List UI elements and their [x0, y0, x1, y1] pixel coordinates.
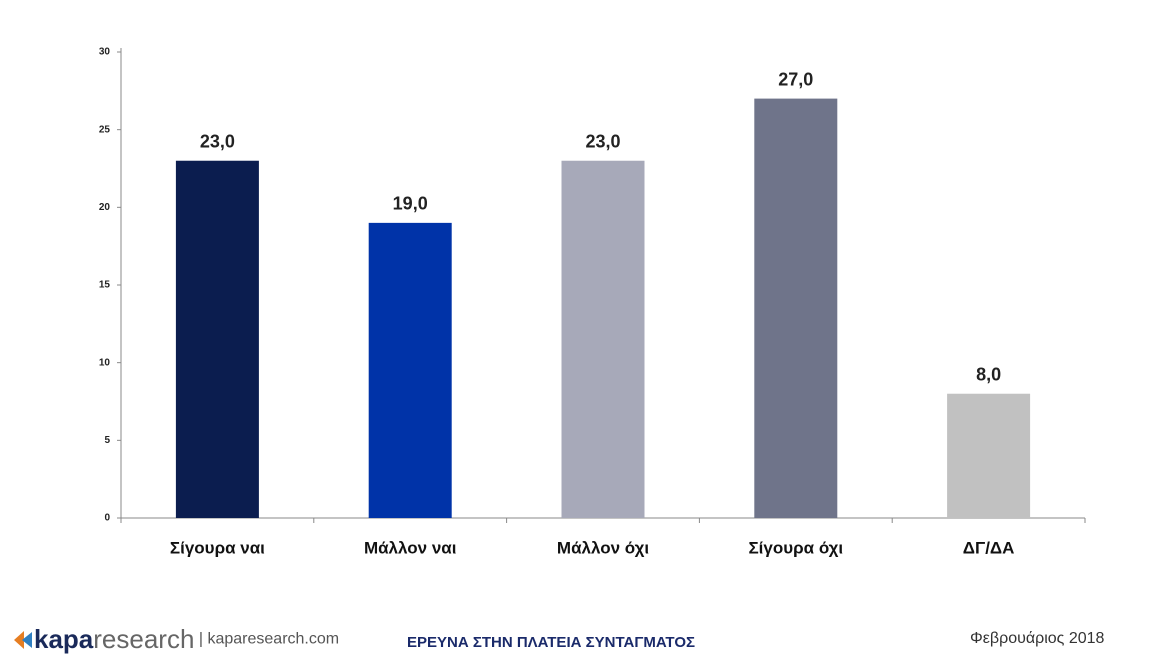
- y-tick-label: 25: [99, 124, 111, 135]
- x-tick-label: Σίγουρα ναι: [170, 538, 265, 557]
- logo-icon: [14, 630, 32, 649]
- y-tick-label: 5: [104, 435, 110, 446]
- value-label: 8,0: [976, 364, 1001, 384]
- value-label: 23,0: [585, 131, 620, 151]
- x-tick-label: ΔΓ/ΔΑ: [963, 538, 1015, 557]
- y-tick-label: 10: [99, 357, 111, 368]
- value-label: 19,0: [393, 194, 428, 214]
- y-tick-label: 15: [99, 280, 111, 291]
- value-label: 27,0: [778, 69, 813, 89]
- y-tick-label: 0: [104, 513, 110, 524]
- y-tick-label: 20: [99, 202, 111, 213]
- logo: kaparesearch | kaparesearch.com: [12, 624, 339, 655]
- footer-date: Φεβρουάριος 2018: [970, 630, 1105, 647]
- website: | kaparesearch.com: [198, 630, 340, 648]
- brand-light: research: [93, 624, 195, 654]
- bar: [368, 222, 452, 518]
- y-tick-label: 30: [99, 47, 111, 58]
- bar: [947, 393, 1031, 518]
- x-tick-label: Σίγουρα όχι: [748, 538, 843, 557]
- x-tick-label: Μάλλον ναι: [364, 538, 457, 557]
- bar: [754, 98, 838, 518]
- x-tick-label: Μάλλον όχι: [557, 538, 649, 557]
- footer-title: ΕΡΕΥΝΑ ΣΤΗΝ ΠΛΑΤΕΙΑ ΣΥΝΤΑΓΜΑΤΟΣ: [407, 634, 695, 651]
- bar: [561, 160, 645, 518]
- chart: 0 5 10 15 20 25 30 Σίγουρα ναι 23,0 Μάλλον ναι 19,…: [99, 47, 1086, 557]
- brand-bold: kapa: [34, 624, 94, 654]
- value-label: 23,0: [200, 131, 235, 151]
- bar: [175, 160, 259, 518]
